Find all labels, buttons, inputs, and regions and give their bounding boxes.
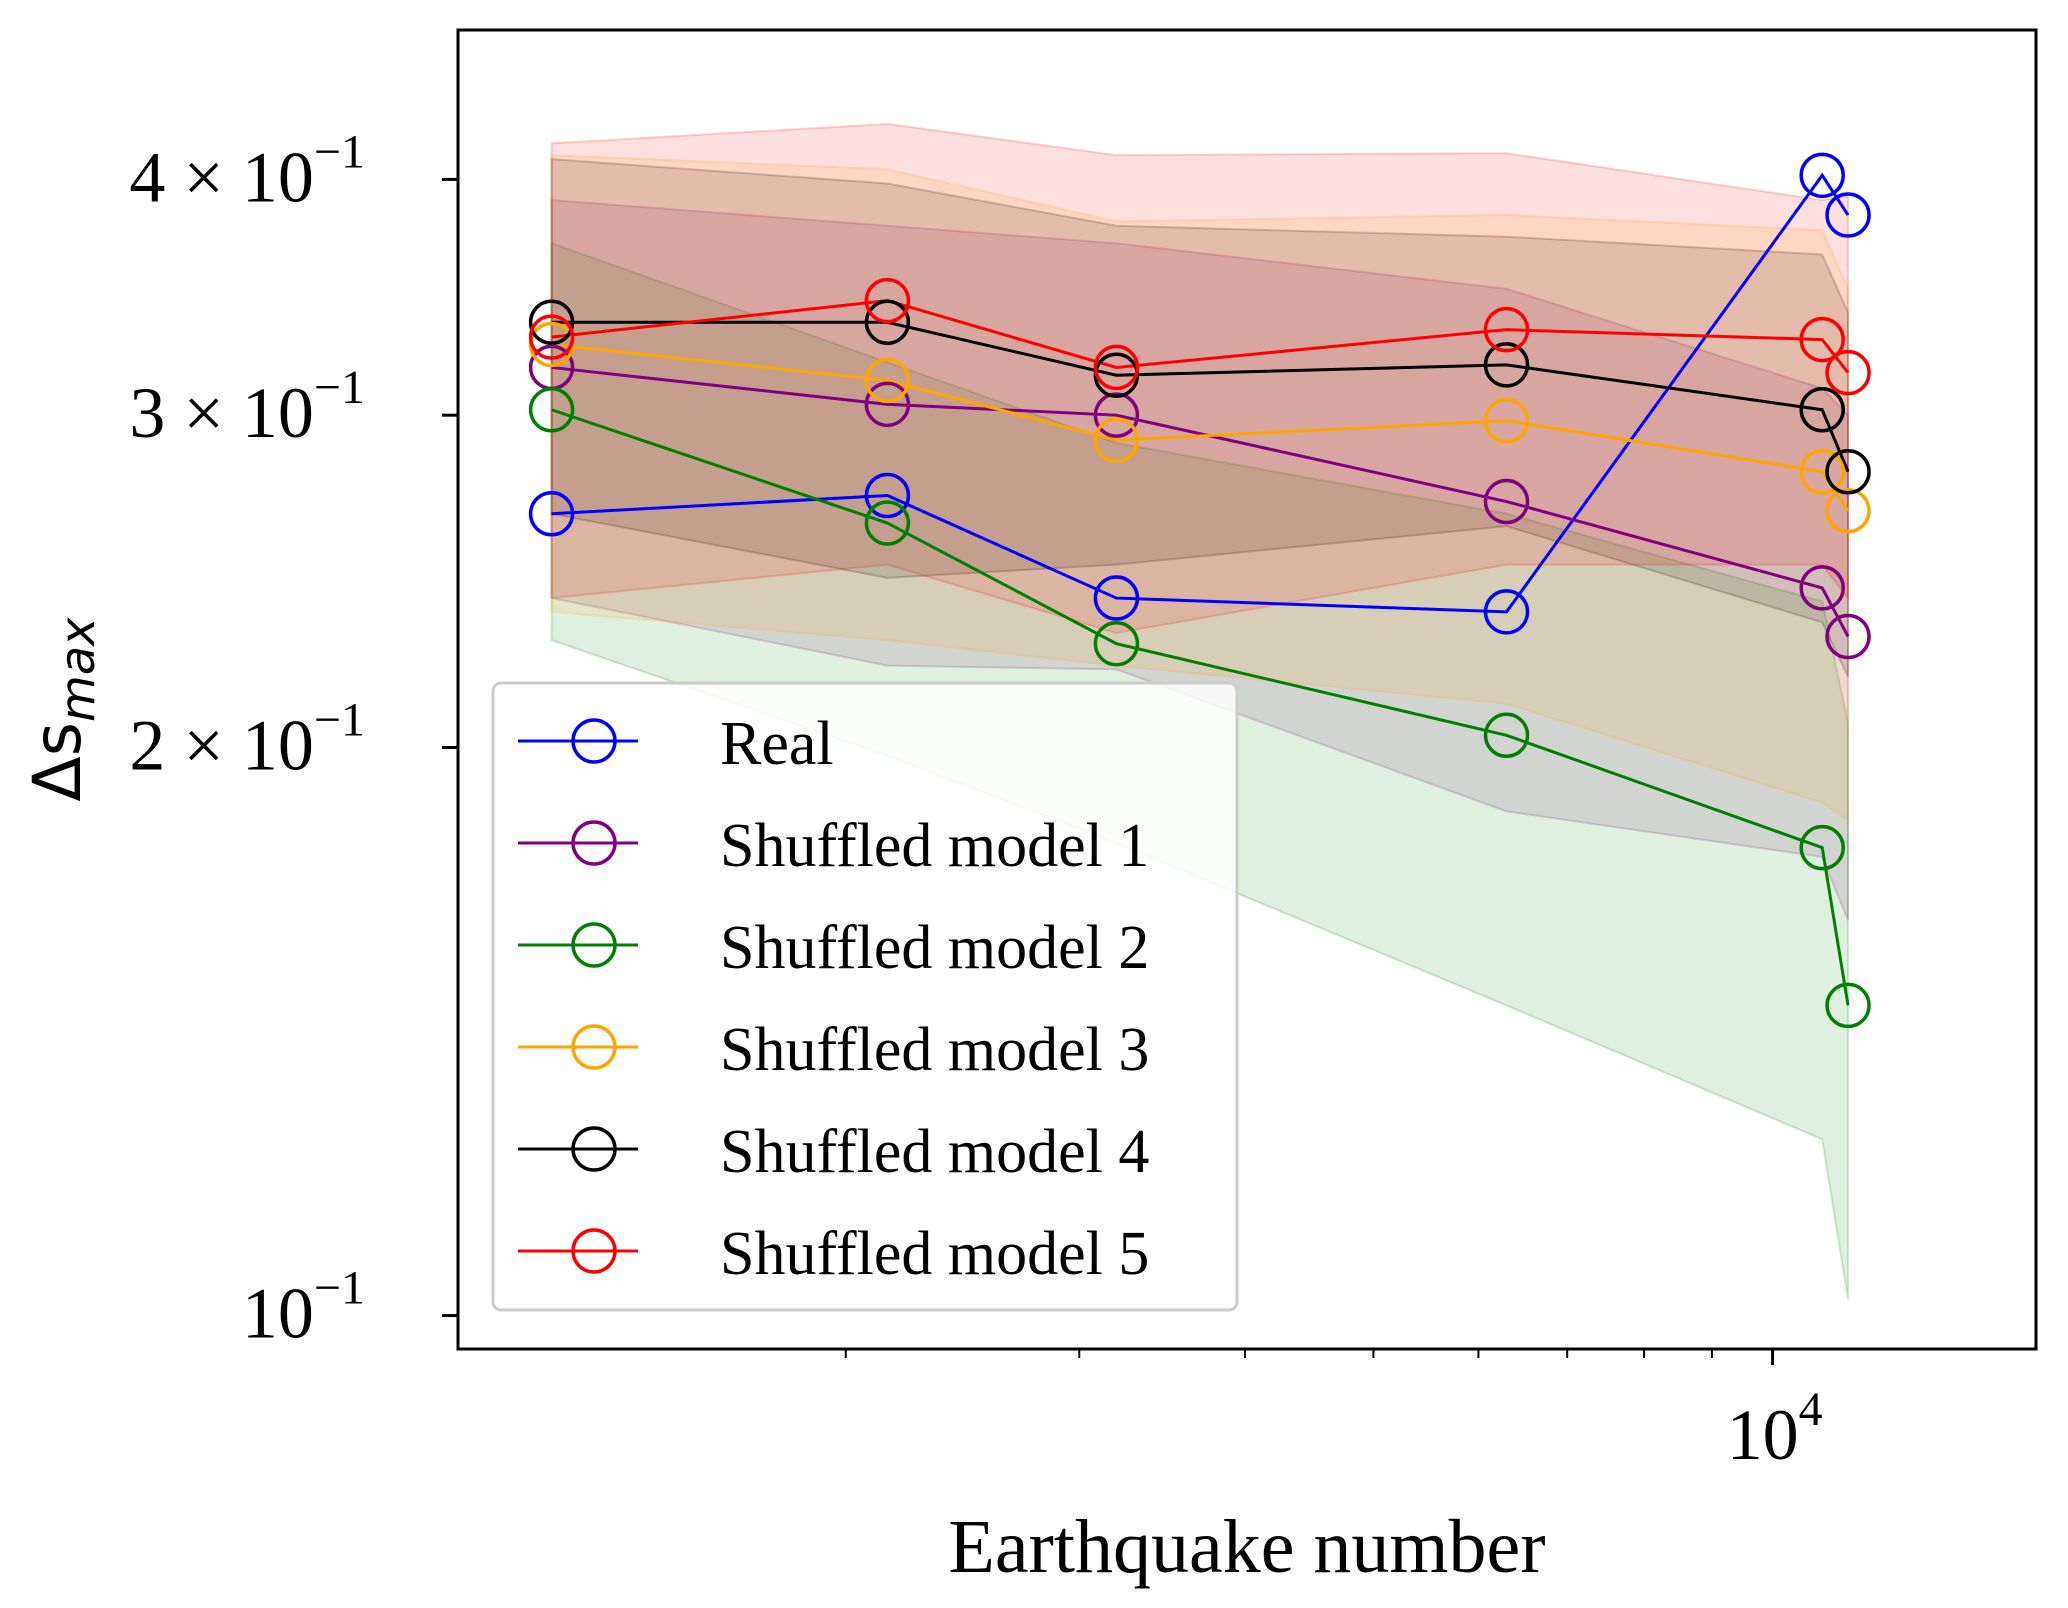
y-tick-label: 3 × 10−1 bbox=[129, 361, 365, 453]
y-axis-label-main: Δs bbox=[19, 722, 96, 802]
y-tick-label: 4 × 10−1 bbox=[129, 125, 365, 217]
data-point bbox=[1799, 565, 1845, 611]
legend-marker-6 bbox=[571, 1228, 617, 1274]
legend-marker-5 bbox=[571, 1126, 617, 1172]
y-tick-label: 2 × 10−1 bbox=[129, 693, 365, 785]
data-point bbox=[1799, 386, 1845, 433]
legend-label-3: Shuffled model 2 bbox=[720, 914, 1149, 982]
series-line-6 bbox=[551, 299, 1850, 374]
y-tick-label-mantissa: 2 × 10 bbox=[129, 705, 314, 785]
data-point bbox=[1825, 192, 1871, 238]
series-line-1 bbox=[551, 172, 1850, 614]
data-point bbox=[864, 277, 911, 324]
y-axis-label-subscript: max bbox=[50, 617, 106, 722]
band-5 bbox=[550, 158, 1850, 678]
data-point bbox=[528, 491, 575, 537]
data-point bbox=[1799, 824, 1845, 871]
data-point bbox=[528, 314, 575, 360]
legend-marker-2 bbox=[571, 820, 617, 866]
data-point bbox=[864, 472, 911, 519]
legend-label-1: Real bbox=[720, 710, 834, 778]
legend-label-6: Shuffled model 5 bbox=[720, 1220, 1149, 1288]
series-line-2 bbox=[551, 365, 1850, 638]
data-point bbox=[528, 386, 575, 433]
y-axis: 4 × 10−13 × 10−12 × 10−110−1 bbox=[129, 125, 458, 1354]
x-axis: 104 bbox=[844, 1349, 1823, 1475]
legend-label-4: Shuffled model 3 bbox=[720, 1016, 1149, 1084]
y-tick-label-exponent: −1 bbox=[314, 693, 365, 746]
data-point bbox=[1825, 487, 1871, 534]
y-tick-label-exponent: −1 bbox=[314, 1262, 365, 1315]
series-markers bbox=[528, 152, 1871, 1029]
y-axis-label-group: Δsmax bbox=[19, 617, 106, 802]
plot-frame bbox=[456, 28, 2038, 1351]
x-axis-label: Earthquake number bbox=[948, 1505, 1545, 1589]
data-point bbox=[1825, 982, 1871, 1029]
band-6 bbox=[550, 122, 1850, 634]
data-point bbox=[1483, 589, 1530, 635]
y-tick-label-exponent: −1 bbox=[314, 125, 365, 178]
data-point bbox=[1093, 620, 1140, 667]
x-tick-label: 104 bbox=[1727, 1383, 1823, 1475]
data-point bbox=[1825, 448, 1871, 495]
data-point bbox=[1093, 344, 1140, 391]
data-point bbox=[1483, 397, 1530, 444]
data-point bbox=[1483, 712, 1530, 759]
data-point bbox=[1093, 417, 1140, 463]
data-point bbox=[864, 381, 911, 428]
legend-marker-4 bbox=[571, 1024, 617, 1070]
data-point bbox=[1483, 478, 1530, 525]
legend-marker-3 bbox=[571, 922, 617, 968]
legend-label-2: Shuffled model 1 bbox=[720, 812, 1149, 880]
data-point bbox=[1799, 316, 1845, 363]
x-tick-label-exponent: 4 bbox=[1799, 1383, 1823, 1436]
y-tick-label-exponent: −1 bbox=[314, 361, 365, 414]
data-point bbox=[1093, 575, 1140, 621]
series-line-3 bbox=[551, 408, 1850, 1006]
data-point bbox=[528, 299, 575, 346]
data-point bbox=[1483, 306, 1530, 353]
data-point bbox=[1825, 349, 1871, 396]
y-tick-label-mantissa: 3 × 10 bbox=[129, 373, 314, 453]
data-point bbox=[1799, 448, 1845, 495]
data-point bbox=[864, 357, 911, 404]
data-point bbox=[1825, 613, 1871, 660]
data-point bbox=[1483, 342, 1530, 388]
y-tick-label-mantissa: 4 × 10 bbox=[129, 137, 314, 217]
legend-marker-1 bbox=[571, 718, 617, 764]
legend-box bbox=[491, 681, 1239, 1312]
legend-label-5: Shuffled model 4 bbox=[720, 1118, 1149, 1186]
y-tick-label: 10−1 bbox=[242, 1262, 365, 1354]
legend: Real Shuffled model 1 Shuffled model 2 Shuf… bbox=[491, 681, 1239, 1312]
data-point bbox=[1093, 392, 1140, 438]
data-point bbox=[864, 500, 911, 546]
y-axis-label: Δsmax bbox=[19, 617, 106, 802]
series-line-5 bbox=[551, 320, 1850, 473]
data-point bbox=[1799, 152, 1845, 199]
data-point bbox=[864, 299, 911, 346]
x-tick-label-base: 10 bbox=[1727, 1395, 1799, 1475]
y-tick-label-mantissa: 10 bbox=[242, 1274, 314, 1354]
